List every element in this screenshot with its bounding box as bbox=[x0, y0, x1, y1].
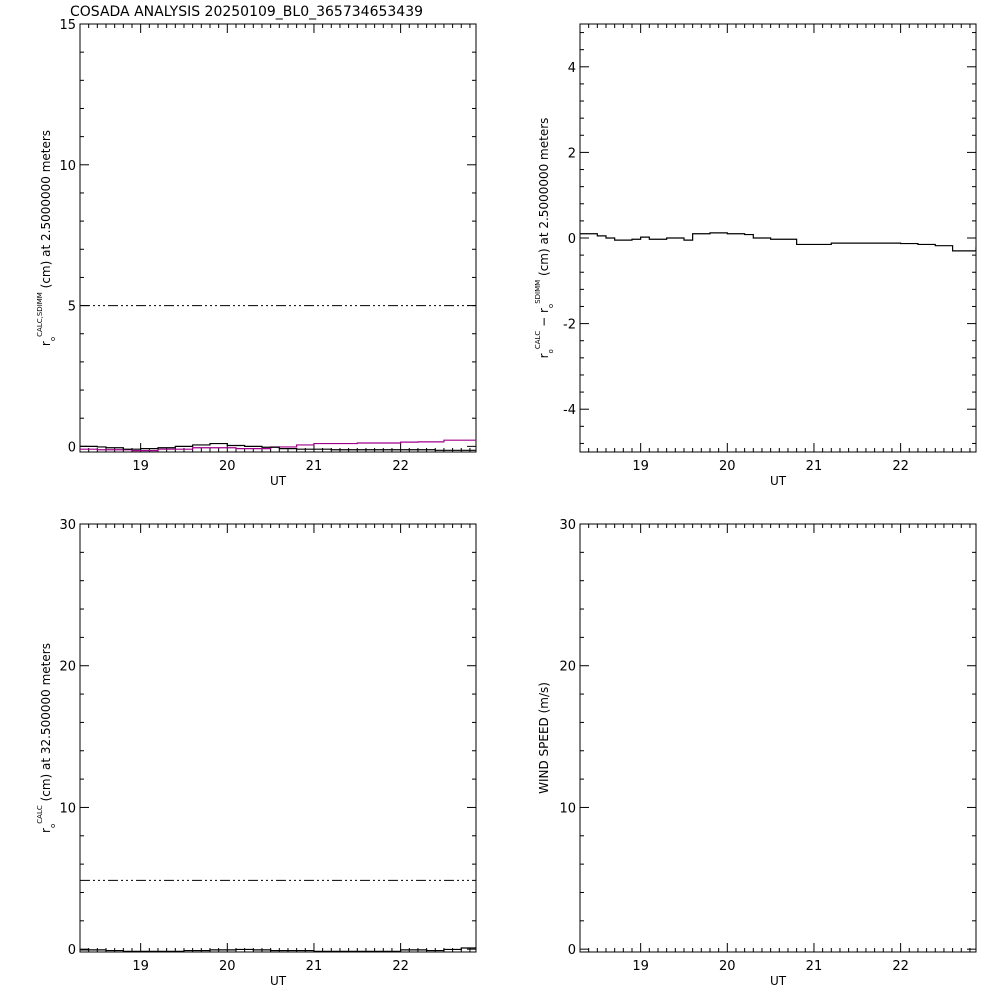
x-tick-label: 19 bbox=[632, 459, 649, 474]
y-label-units: (cm) at 32.500000 meters bbox=[39, 643, 53, 805]
x-axis-label: UT bbox=[270, 474, 287, 488]
x-tick-label: 22 bbox=[892, 959, 909, 974]
x-axis-label: UT bbox=[770, 974, 787, 988]
panel-bottom-left: 19 20 21 22 UT 0 10 20 30 ro CALC (cm) at 32.50000… bbox=[36, 518, 477, 988]
plot-frame bbox=[79, 523, 477, 953]
y-tick-label: 10 bbox=[59, 159, 76, 174]
series-line-black bbox=[580, 232, 976, 252]
y-label-subscript: o bbox=[49, 337, 57, 341]
y-label-superscript: CALC,SDIMM bbox=[36, 292, 44, 337]
y-tick-label: 0 bbox=[568, 232, 576, 247]
x-tick-label: 20 bbox=[719, 959, 736, 974]
x-tick-label: 20 bbox=[219, 459, 236, 474]
x-tick-label: 19 bbox=[632, 959, 649, 974]
y-tick-label: 2 bbox=[568, 146, 576, 161]
series-line-black bbox=[80, 947, 476, 952]
plot-frame bbox=[579, 523, 977, 953]
y-label-minus: − r bbox=[537, 308, 551, 331]
y-label-text: r bbox=[537, 353, 551, 358]
y-label-superscript: CALC bbox=[534, 331, 542, 350]
panel-bottom-right: 19 20 21 22 UT 0 10 20 30 WIND SPEED (m/s) bbox=[537, 518, 977, 988]
y-tick-label: 0 bbox=[68, 943, 76, 958]
y-label-units: (cm) at 2.5000000 meters bbox=[39, 130, 53, 292]
y-tick-label: 0 bbox=[568, 943, 576, 958]
x-tick-label: 21 bbox=[306, 959, 323, 974]
y-tick-label: 30 bbox=[559, 518, 576, 533]
y-label-superscript-2: SDIMM bbox=[534, 280, 542, 304]
y-tick-label: 20 bbox=[559, 660, 576, 675]
y-label-text: r bbox=[39, 828, 53, 833]
series-line-black bbox=[80, 442, 476, 451]
y-axis-label: ro CALC (cm) at 32.500000 meters bbox=[36, 643, 57, 833]
x-tick-label: 20 bbox=[219, 959, 236, 974]
x-tick-label: 19 bbox=[132, 959, 149, 974]
y-tick-label: 15 bbox=[59, 18, 76, 33]
x-tick-label: 21 bbox=[806, 459, 823, 474]
y-label-text: WIND SPEED (m/s) bbox=[537, 682, 551, 794]
y-tick-label: 4 bbox=[568, 61, 576, 76]
y-tick-label: 10 bbox=[59, 801, 76, 816]
y-tick-label: 10 bbox=[559, 801, 576, 816]
y-tick-label: 0 bbox=[68, 440, 76, 455]
x-tick-label: 21 bbox=[306, 459, 323, 474]
panel-top-left: 19 20 21 22 UT 0 5 10 15 ro CALC,SDIMM (cm) at 2.5… bbox=[36, 18, 477, 488]
plot-frame bbox=[79, 23, 477, 453]
figure-title: COSADA ANALYSIS 20250109_BL0_36573465343… bbox=[70, 4, 423, 20]
plot-frame bbox=[579, 23, 977, 453]
x-tick-label: 20 bbox=[719, 459, 736, 474]
x-tick-label: 22 bbox=[392, 459, 409, 474]
y-tick-label: 30 bbox=[59, 518, 76, 533]
y-label-superscript: CALC bbox=[36, 805, 44, 824]
y-axis-label: WIND SPEED (m/s) bbox=[537, 682, 551, 794]
y-tick-label: -2 bbox=[563, 318, 576, 333]
x-tick-label: 22 bbox=[392, 959, 409, 974]
y-label-units: (cm) at 2.5000000 meters bbox=[537, 118, 551, 280]
x-axis-label: UT bbox=[270, 974, 287, 988]
y-tick-label: 5 bbox=[68, 300, 76, 315]
y-tick-label: -4 bbox=[563, 403, 576, 418]
y-label-text: r bbox=[39, 341, 53, 346]
y-label-subscript-2: o bbox=[547, 304, 555, 308]
x-tick-label: 21 bbox=[806, 959, 823, 974]
x-axis-label: UT bbox=[770, 474, 787, 488]
y-label-subscript: o bbox=[547, 349, 555, 353]
x-tick-label: 22 bbox=[892, 459, 909, 474]
y-tick-label: 20 bbox=[59, 660, 76, 675]
series-line-magenta bbox=[80, 439, 476, 452]
x-tick-label: 19 bbox=[132, 459, 149, 474]
y-label-subscript: o bbox=[49, 824, 57, 828]
y-axis-label: roCALC − roSDIMM (cm) at 2.5000000 meter… bbox=[534, 118, 555, 359]
y-axis-label: ro CALC,SDIMM (cm) at 2.5000000 meters bbox=[36, 130, 57, 346]
